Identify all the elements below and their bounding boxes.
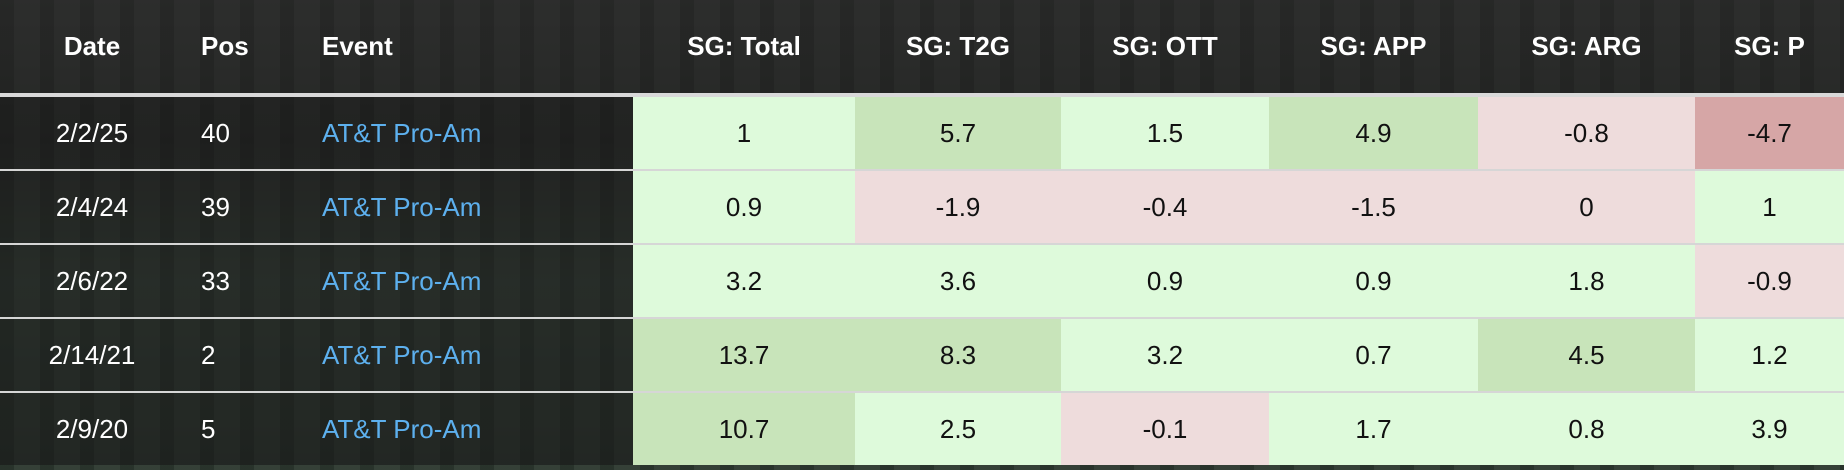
position-cell: 33 [184, 243, 322, 318]
stat-cell: -1.9 [855, 169, 1061, 244]
event-link[interactable]: AT&T Pro-Am [322, 339, 482, 370]
stat-cell: 5.7 [855, 94, 1061, 170]
stat-cell: 0.9 [633, 169, 855, 244]
position-cell: 2 [184, 317, 322, 392]
column-header[interactable]: Date [0, 0, 184, 97]
column-header[interactable]: Pos [184, 0, 322, 97]
stat-cell: 3.2 [633, 243, 855, 318]
event-cell: AT&T Pro-Am [322, 94, 633, 170]
stat-cell: 4.9 [1269, 94, 1478, 170]
stat-cell: 8.3 [855, 317, 1061, 392]
event-link[interactable]: AT&T Pro-Am [322, 191, 482, 222]
column-header[interactable]: SG: APP [1269, 0, 1478, 97]
table-row: 2/9/20 5 AT&T Pro-Am 10.7 2.5 -0.1 1.7 0.8 3.9 [0, 391, 1844, 465]
stat-cell: 0.8 [1478, 391, 1695, 465]
event-link[interactable]: AT&T Pro-Am [322, 265, 482, 296]
table-body: 2/2/25 40 AT&T Pro-Am 1 5.7 1.5 4.9 -0.8 -4.7 2/4… [0, 94, 1844, 465]
event-cell: AT&T Pro-Am [322, 169, 633, 244]
table-row: 2/4/24 39 AT&T Pro-Am 0.9 -1.9 -0.4 -1.5 0 1 [0, 169, 1844, 244]
stat-cell: -0.4 [1061, 169, 1269, 244]
position-cell: 40 [184, 94, 322, 170]
table-row: 2/2/25 40 AT&T Pro-Am 1 5.7 1.5 4.9 -0.8 -4.7 [0, 94, 1844, 170]
stat-cell: 3.9 [1695, 391, 1844, 465]
date-cell: 2/2/25 [0, 94, 184, 170]
column-header[interactable]: SG: OTT [1061, 0, 1269, 97]
stat-cell: -0.1 [1061, 391, 1269, 465]
table-row: 2/6/22 33 AT&T Pro-Am 3.2 3.6 0.9 0.9 1.8 -0.9 [0, 243, 1844, 318]
date-cell: 2/6/22 [0, 243, 184, 318]
stat-cell: 1.7 [1269, 391, 1478, 465]
stat-cell: 13.7 [633, 317, 855, 392]
column-header[interactable]: SG: Total [633, 0, 855, 97]
stat-cell: 1 [1695, 169, 1844, 244]
column-header[interactable]: SG: ARG [1478, 0, 1695, 97]
stat-cell: -4.7 [1695, 94, 1844, 170]
event-link[interactable]: AT&T Pro-Am [322, 413, 482, 444]
stat-cell: 10.7 [633, 391, 855, 465]
event-cell: AT&T Pro-Am [322, 317, 633, 392]
date-cell: 2/4/24 [0, 169, 184, 244]
date-cell: 2/9/20 [0, 391, 184, 465]
event-link[interactable]: AT&T Pro-Am [322, 117, 482, 148]
stat-cell: 1.5 [1061, 94, 1269, 170]
stat-cell: 0.9 [1269, 243, 1478, 318]
stat-cell: 4.5 [1478, 317, 1695, 392]
stat-cell: 0 [1478, 169, 1695, 244]
column-header[interactable]: SG: T2G [855, 0, 1061, 97]
stat-cell: 0.7 [1269, 317, 1478, 392]
table-row: 2/14/21 2 AT&T Pro-Am 13.7 8.3 3.2 0.7 4.5 1.2 [0, 317, 1844, 392]
stat-cell: -0.9 [1695, 243, 1844, 318]
stat-cell: 0.9 [1061, 243, 1269, 318]
stat-cell: 1.8 [1478, 243, 1695, 318]
column-header[interactable]: Event [322, 0, 633, 97]
event-cell: AT&T Pro-Am [322, 243, 633, 318]
stat-cell: -0.8 [1478, 94, 1695, 170]
stat-cell: 2.5 [855, 391, 1061, 465]
header-row: Date Pos Event SG: Total SG: T2G SG: OTT SG: A… [0, 0, 1844, 97]
stat-cell: 3.2 [1061, 317, 1269, 392]
stat-cell: 3.6 [855, 243, 1061, 318]
position-cell: 5 [184, 391, 322, 465]
stat-cell: -1.5 [1269, 169, 1478, 244]
column-header[interactable]: SG: P [1695, 0, 1844, 97]
stat-cell: 1.2 [1695, 317, 1844, 392]
position-cell: 39 [184, 169, 322, 244]
date-cell: 2/14/21 [0, 317, 184, 392]
event-cell: AT&T Pro-Am [322, 391, 633, 465]
stat-cell: 1 [633, 94, 855, 170]
